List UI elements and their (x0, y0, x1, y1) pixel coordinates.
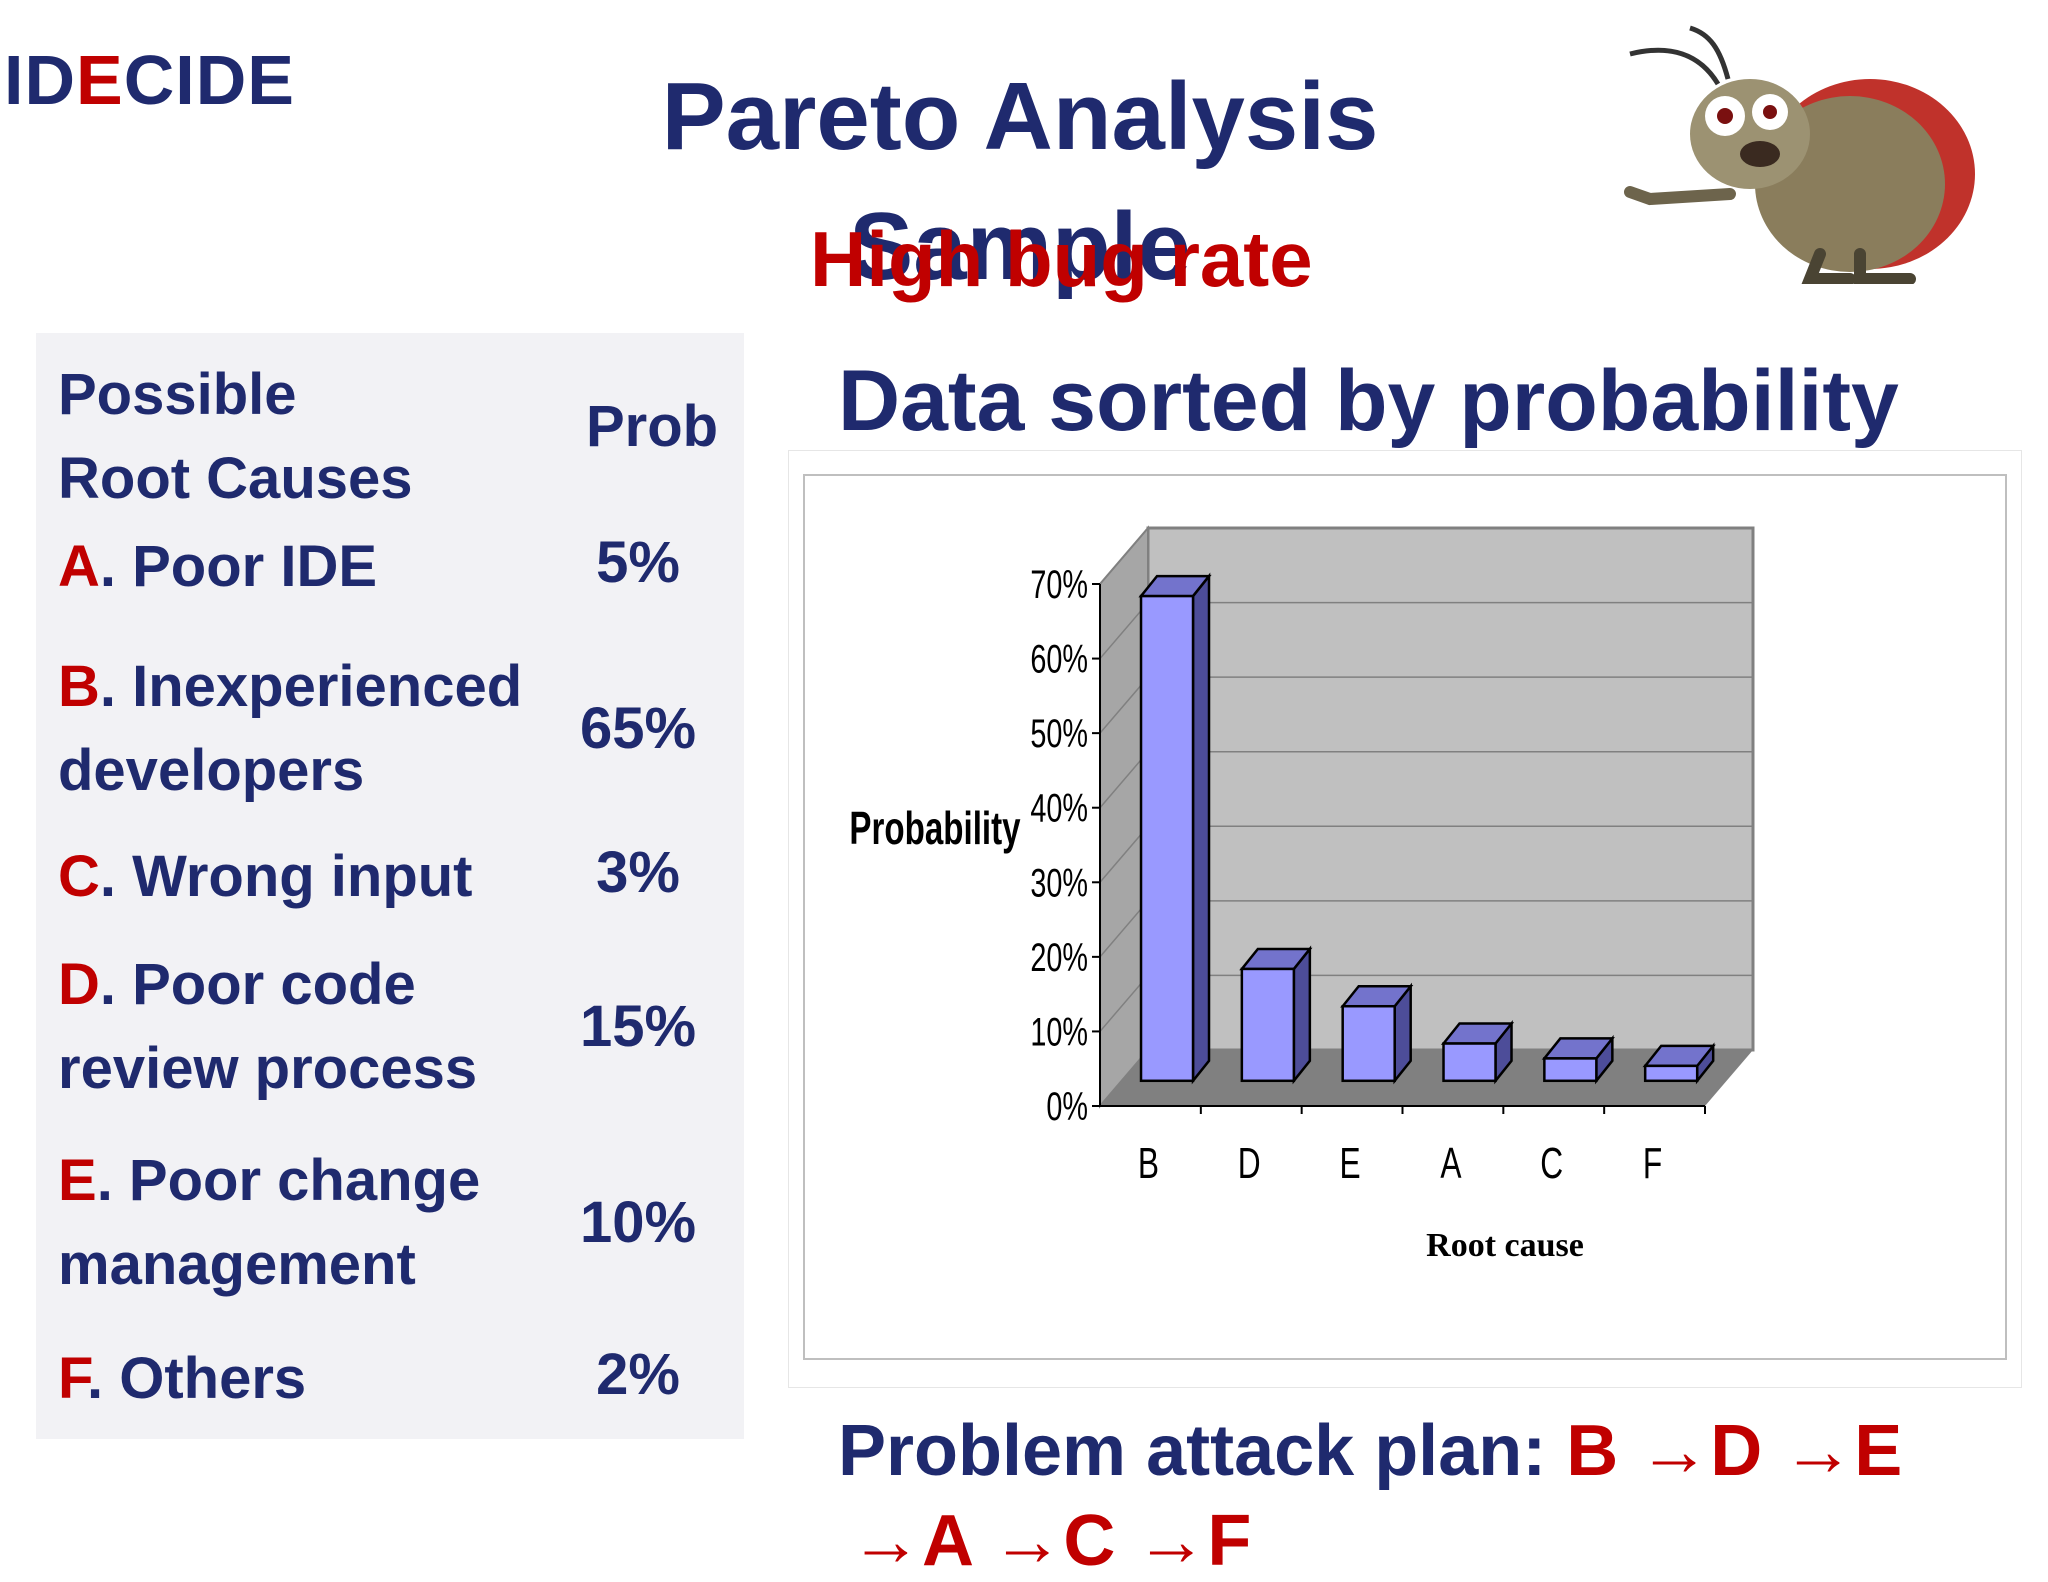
x-tick-label: E (1340, 1139, 1361, 1188)
row-letter: D (58, 952, 100, 1017)
pareto-chart: 0% 10% 20% 30% 40% 50% 60% 70% B D E A C F Probability… (849, 525, 1755, 1264)
row-letter: A (58, 533, 100, 599)
y-axis-title: Probability (849, 804, 1021, 854)
row-letter: C (58, 843, 100, 909)
row-text: . Poor IDE (99, 533, 378, 599)
row-text: . Poor code review process (58, 952, 478, 1101)
y-tick-label: 50% (1030, 712, 1088, 757)
header-cause-line2: Root Causes (58, 446, 413, 511)
table-row: C. Wrong input 3% (58, 831, 718, 915)
chart-heading: Data sorted by probability (838, 353, 1899, 449)
attack-plan-label: Problem attack plan: (838, 1411, 1567, 1491)
logo-suffix: CIDE (123, 41, 295, 119)
row-text: . Inexperienced developers (58, 654, 523, 803)
x-axis-title: Root cause (1426, 1227, 1584, 1264)
header-cause-line1: Possible (58, 362, 297, 427)
row-prob: 3% (596, 840, 680, 905)
y-tick-label: 20% (1030, 935, 1088, 980)
row-prob: 2% (596, 1342, 680, 1407)
table-row: D. Poor code review process 15% (58, 943, 718, 1111)
gridline-side (1099, 527, 1149, 585)
table-row: A. Poor IDE 5% (58, 521, 718, 605)
table-row: B. Inexperienced developers 65% (58, 645, 718, 813)
row-letter: B (58, 654, 100, 719)
bar-side (1292, 945, 1312, 1085)
bar-side (1191, 572, 1211, 1085)
y-tick-label: 70% (1030, 562, 1088, 607)
y-tick-label: 0% (1046, 1084, 1088, 1129)
root-cause-table: Possible Root Causes Prob A. Poor IDE 5%… (36, 333, 744, 1439)
row-text: . Others (87, 1345, 307, 1411)
row-text: . Poor change management (58, 1148, 481, 1297)
bar (1442, 1042, 1497, 1083)
row-prob: 15% (579, 994, 697, 1059)
bar (1543, 1057, 1598, 1083)
y-tick-label: 30% (1030, 861, 1088, 906)
row-prob: 10% (579, 1190, 697, 1255)
bar (1341, 1004, 1396, 1083)
logo-prefix: ID (4, 41, 76, 119)
bar (1240, 967, 1296, 1083)
table-header-prob: Prob (586, 394, 719, 459)
row-prob: 5% (596, 530, 680, 595)
x-tick-label: F (1643, 1139, 1662, 1188)
y-tick-label: 10% (1030, 1010, 1088, 1055)
chart-area: 0% 10% 20% 30% 40% 50% 60% 70% B D E A C F Probability… (803, 474, 2007, 1360)
bar (1643, 1064, 1699, 1083)
x-tick-label: B (1138, 1139, 1159, 1188)
table-header-cause: Possible Root Causes (58, 353, 413, 521)
x-tick-label: A (1440, 1139, 1461, 1188)
row-letter: F (58, 1345, 87, 1411)
page-subtitle: High bug rate (810, 215, 1313, 303)
bug-icon (1624, 25, 1975, 284)
x-tick-label: D (1238, 1139, 1261, 1188)
table-row: E. Poor change management 10% (58, 1139, 718, 1307)
app-logo: IDECIDE (4, 40, 295, 120)
row-prob: 65% (579, 696, 697, 761)
page-title: Pareto Analysis Sample (661, 63, 1379, 300)
row-letter: E (58, 1148, 97, 1213)
row-text: . Wrong input (99, 843, 473, 909)
attack-plan-sequence: B →D →E (1566, 1411, 1903, 1491)
chart-back-wall (1146, 526, 1755, 1052)
logo-highlight: E (76, 41, 124, 119)
y-tick-label: 60% (1030, 637, 1088, 682)
x-tick-label: C (1540, 1139, 1563, 1188)
attack-plan-sequence-continued: →A →C →F (850, 1501, 1252, 1581)
y-tick-label: 40% (1030, 786, 1088, 831)
attack-plan: Problem attack plan: B →D →E (838, 1410, 1902, 1492)
table-row: F. Others 2% (58, 1333, 718, 1417)
bar (1139, 594, 1195, 1083)
